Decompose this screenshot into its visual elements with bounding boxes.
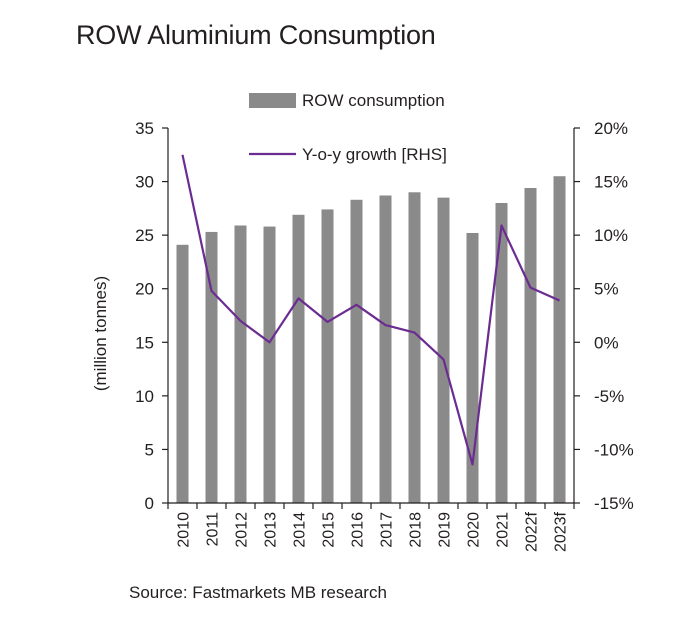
x-tick-label-2019: 2019 [437,512,454,548]
x-tick-label-2022f: 2022f [524,511,541,552]
bar-2014 [292,214,305,504]
x-tick-label-2018: 2018 [408,512,425,548]
right-tick-label-20: 20% [594,119,628,138]
bar-2015 [321,209,334,503]
left-tick-label-20: 20 [135,280,154,299]
x-tick-label-2020: 2020 [466,512,483,548]
bars-layer [176,176,566,504]
legend-bar-swatch [249,93,296,108]
bar-2022f [524,188,537,503]
bar-2011 [205,231,218,503]
left-tick-label-25: 25 [135,226,154,245]
x-tick-label-2017: 2017 [379,512,396,548]
left-tick-label-0: 0 [145,494,154,513]
x-tick-label-2014: 2014 [292,512,309,548]
x-tick-label-2011: 2011 [205,512,222,547]
x-tick-label-2023f: 2023f [553,511,570,552]
left-tick-label-35: 35 [135,119,154,138]
x-tick-label-2016: 2016 [350,512,367,548]
bar-2013 [263,226,276,504]
left-tick-label-5: 5 [145,440,154,459]
bar-2023f [553,176,566,503]
left-tick-label-30: 30 [135,173,154,192]
left-tick-label-15: 15 [135,333,154,352]
left-tick-label-10: 10 [135,387,154,406]
x-tick-label-2012: 2012 [234,512,251,548]
bar-2018 [408,192,421,504]
bar-2016 [350,199,363,504]
growth-line [181,154,560,466]
right-tick-label-10: 10% [594,226,628,245]
bar-2021 [495,203,508,503]
right-tick-label--5: -5% [594,387,624,406]
right-tick-label-0: 0% [594,333,619,352]
right-tick-label--15: -15% [594,494,634,513]
x-tick-label-2010: 2010 [176,512,193,548]
x-tick-label-2015: 2015 [321,512,338,548]
bar-2012 [234,225,247,503]
line-layer [181,154,560,466]
x-tick-label-2021: 2021 [495,512,512,548]
right-tick-label--10: -10% [594,440,634,459]
right-tick-label-15: 15% [594,173,628,192]
axes-layer: 0 5 10 15 20 25 30 35 -15% -10% -5% 0% 5% 10% 15% 20% 20… [91,119,634,552]
bar-2017 [379,195,392,503]
bar-2019 [437,197,450,503]
x-tick-label-2013: 2013 [263,512,280,548]
legend: ROW consumption Y-o-y growth [RHS] [249,91,447,164]
legend-line-label: Y-o-y growth [RHS] [302,145,447,164]
bar-2010 [176,244,189,504]
legend-bar-label: ROW consumption [302,91,445,110]
chart-title: ROW Aluminium Consumption [76,20,436,50]
y-axis-title: (million tonnes) [91,276,110,391]
right-tick-label-5: 5% [594,280,619,299]
chart-source: Source: Fastmarkets MB research [129,583,387,602]
